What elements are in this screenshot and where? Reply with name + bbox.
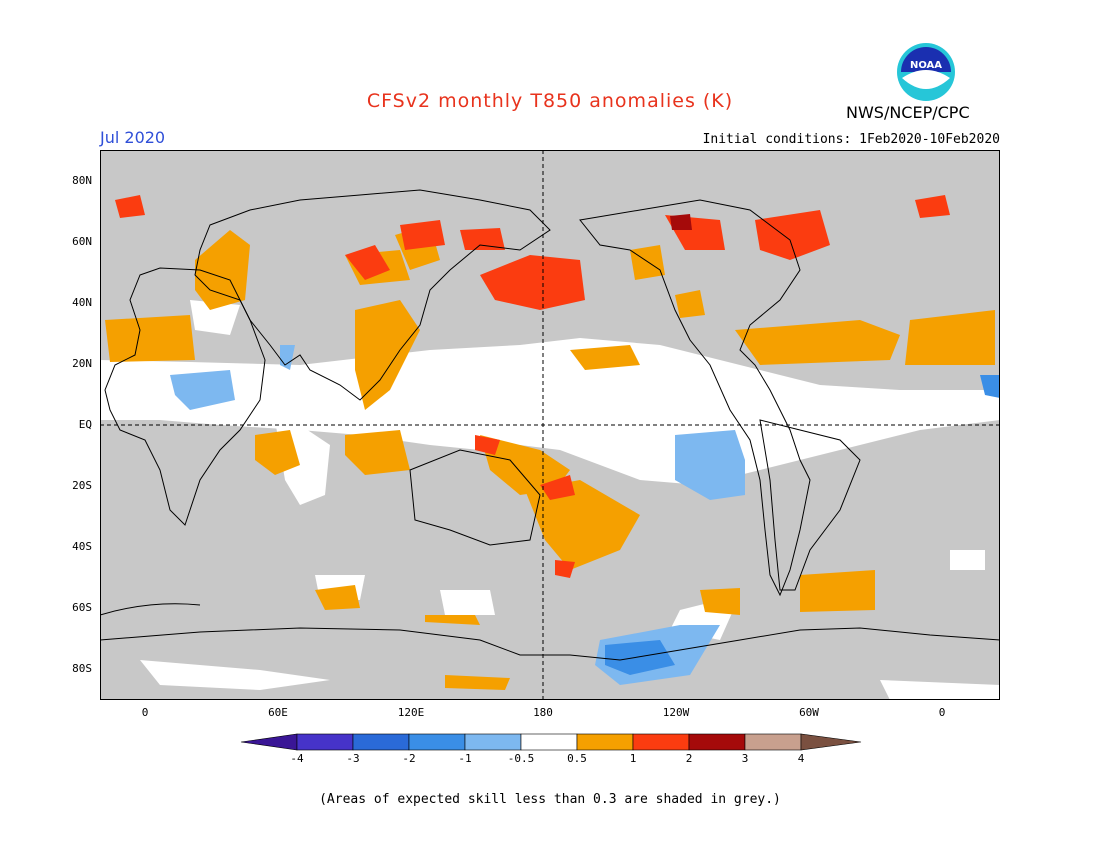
anomaly-patch-hot <box>480 255 585 310</box>
colorbar-label: 0.5 <box>567 752 587 765</box>
colorbar-cell <box>520 733 578 751</box>
colorbar-label: -1 <box>458 752 472 765</box>
forecast-month: Jul 2020 <box>100 128 166 147</box>
lon-label: 180 <box>533 706 553 719</box>
colorbar-cell <box>632 733 690 751</box>
colorbar-label: 1 <box>629 752 637 765</box>
neutral-band <box>100 338 1000 485</box>
lat-label: 80S <box>72 662 92 675</box>
initial-conditions: Initial conditions: 1Feb2020-10Feb2020 <box>702 132 1000 147</box>
coastlines <box>100 189 1000 661</box>
anomaly-patch-warm <box>105 315 195 362</box>
footnote: (Areas of expected skill less than 0.3 a… <box>319 792 781 807</box>
lat-label: 40S <box>72 540 92 553</box>
colorbar-label: -4 <box>290 752 304 765</box>
colorbar-cell <box>240 733 298 751</box>
lat-label: 80N <box>72 174 92 187</box>
colorbar-cell <box>296 733 354 751</box>
lon-label: 60E <box>268 706 288 719</box>
colorbar-cell <box>576 733 634 751</box>
lat-label: 40N <box>72 296 92 309</box>
lon-label: 120E <box>397 706 425 719</box>
lat-label: 20S <box>72 479 92 492</box>
colorbar-label: -3 <box>346 752 360 765</box>
colorbar-cell <box>800 733 862 751</box>
colorbar <box>240 733 862 751</box>
colorbar-cell <box>408 733 466 751</box>
map-title: CFSv2 monthly T850 anomalies (K) <box>366 90 734 112</box>
colorbar-cell <box>688 733 746 751</box>
lon-label: 60W <box>799 706 819 719</box>
noaa-logo: NOAA <box>896 42 956 102</box>
colorbar-cell <box>352 733 410 751</box>
colorbar-cell <box>464 733 522 751</box>
colorbar-label: 4 <box>797 752 805 765</box>
colorbar-label: -2 <box>402 752 416 765</box>
lat-label: 60N <box>72 235 92 248</box>
colorbar-label: 3 <box>741 752 749 765</box>
lon-label: 120W <box>662 706 690 719</box>
colorbar-label: 2 <box>685 752 693 765</box>
lat-label: 60S <box>72 601 92 614</box>
svg-text:NOAA: NOAA <box>910 60 942 71</box>
lon-label: 0 <box>141 706 149 719</box>
lon-label: 0 <box>938 706 946 719</box>
lat-label: 20N <box>72 357 92 370</box>
anomaly-map <box>100 150 1000 700</box>
anomaly-patch-cool <box>170 370 235 410</box>
lat-label: EQ <box>78 418 92 431</box>
colorbar-cell <box>744 733 802 751</box>
colorbar-label: -0.5 <box>507 752 535 765</box>
agency-label: NWS/NCEP/CPC <box>846 103 970 122</box>
